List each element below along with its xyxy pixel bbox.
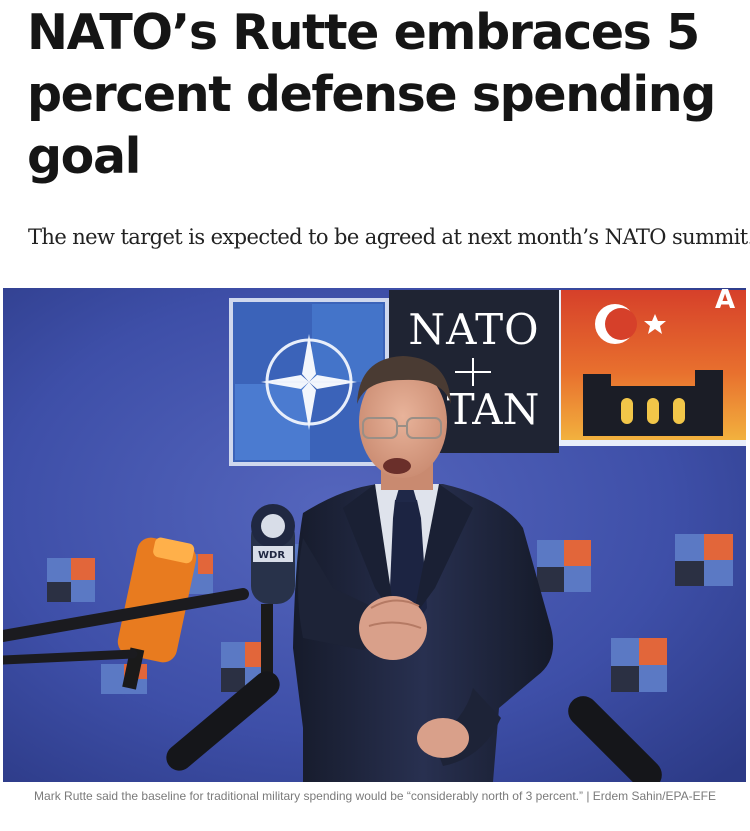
article-dek: The new target is expected to be agreed … (28, 225, 750, 249)
speaker-figure (293, 356, 554, 782)
backdrop-text-nato: NATO (408, 305, 539, 354)
turkey-panel: A (561, 288, 746, 440)
backdrop-text-corner: A (715, 288, 735, 315)
microphones: WDR (3, 504, 662, 782)
headline: NATO’s Rutte embraces 5 percent defense … (27, 4, 716, 185)
article-photo: NATO TAN A (3, 288, 746, 782)
backdrop-text-tan: TAN (447, 385, 540, 434)
photo-illustration: NATO TAN A (3, 288, 746, 782)
photo-caption: Mark Rutte said the baseline for traditi… (34, 789, 716, 803)
mic-logo-text: WDR (258, 550, 285, 561)
